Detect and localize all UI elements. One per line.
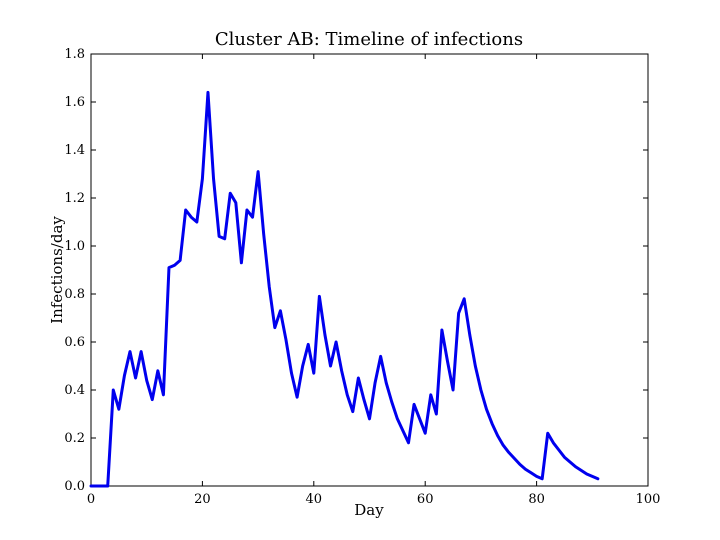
plot-area: 0 20 40 60 80 100 0.0 0.2 0.4 0.6 0.8 1.0 1.2 1.4 1.6 1… [64,47,660,507]
y-tick-label: 1.4 [64,143,85,158]
y-tick-label: 0.0 [64,479,85,494]
y-tick-label: 0.6 [64,335,85,350]
y-tick-label: 0.8 [64,287,85,302]
chart-title: Cluster AB: Timeline of infections [215,29,523,50]
y-tick-label: 1.2 [64,191,85,206]
y-axis-label: Infections/day [48,216,66,324]
y-tick-label: 1.6 [64,95,85,110]
y-tick-label: 1.0 [64,239,85,254]
y-tick-label: 0.2 [64,431,85,446]
x-tick-label: 60 [417,492,434,507]
x-tick-label: 0 [87,492,95,507]
plot-frame [90,53,649,487]
x-tick-label: 20 [194,492,211,507]
y-tick-label: 1.8 [64,47,85,62]
x-axis-label: Day [354,501,384,519]
x-tick-label: 40 [306,492,323,507]
x-tick-label: 80 [528,492,545,507]
x-tick-label: 100 [636,492,661,507]
y-tick-label: 0.4 [64,383,85,398]
series-line [89,90,600,488]
